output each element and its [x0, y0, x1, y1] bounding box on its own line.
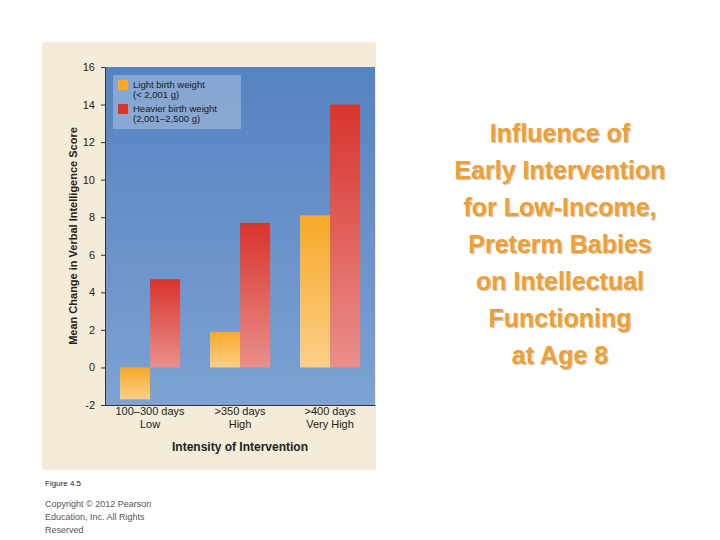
text-line: Copyright © 2012 Pearson	[45, 499, 151, 509]
text-line: Reserved	[45, 525, 84, 535]
tick-mark	[101, 180, 105, 181]
tick-label: -2	[85, 399, 95, 411]
tick: 12	[83, 136, 105, 148]
tick-label: >350 daysHigh	[214, 405, 266, 430]
tick: 4	[89, 286, 105, 298]
tick-label: 4	[89, 286, 95, 298]
text-line: on Intellectual	[476, 267, 644, 295]
tick-label: 10	[83, 174, 95, 186]
text-line: Influence of	[490, 119, 631, 147]
axis-line	[101, 68, 106, 406]
tick-label: 8	[89, 211, 95, 223]
bar	[150, 279, 180, 367]
text-line: (2,001–2,500 g)	[133, 113, 200, 124]
tick: -2	[85, 399, 105, 411]
text-line: Very High	[306, 418, 354, 430]
legend-item: Light birth weight(< 2,001 g)	[118, 79, 205, 100]
legend-swatch	[118, 104, 128, 114]
bar	[120, 367, 150, 399]
tick: 2	[89, 324, 105, 336]
tick: >350 daysHigh	[214, 405, 266, 430]
bar	[330, 105, 360, 368]
tick-label: 0	[89, 361, 95, 373]
text-line: 100–300 days	[115, 405, 185, 417]
text-line: >350 days	[214, 405, 266, 417]
tick-label: >400 daysVery High	[304, 405, 356, 430]
slide: -20246810121416100–300 daysLow>350 daysH…	[0, 0, 720, 540]
text-line: Functioning	[488, 304, 631, 332]
bar	[240, 223, 270, 368]
tick-mark	[101, 292, 105, 293]
tick: 16	[83, 61, 105, 73]
legend-label: Light birth weight(< 2,001 g)	[133, 79, 205, 100]
tick: 100–300 daysLow	[115, 405, 185, 430]
text-line: Preterm Babies	[468, 230, 651, 258]
tick: 14	[83, 99, 105, 111]
tick-label: 14	[83, 99, 95, 111]
bar	[210, 332, 240, 368]
annotation: Figure 4.5	[45, 479, 82, 488]
legend: Light birth weight(< 2,001 g) Heavier bir…	[113, 75, 241, 129]
x-axis-title: Intensity of Intervention	[172, 440, 308, 454]
text-line: Education, Inc. All Rights	[45, 512, 145, 522]
text-line: Low	[140, 418, 160, 430]
tick-label: 6	[89, 249, 95, 261]
tick-mark	[101, 367, 105, 368]
tick-mark	[101, 330, 105, 331]
bar	[300, 215, 330, 367]
tick: 6	[89, 249, 105, 261]
tick-label: 2	[89, 324, 95, 336]
tick: >400 daysVery High	[304, 405, 356, 430]
text-line: at Age 8	[512, 341, 608, 369]
plot-area	[105, 67, 375, 405]
y-axis: -2 0 2 4 6 8 10 12 14 16	[83, 61, 106, 411]
tick-mark	[101, 142, 105, 143]
tick: 10	[83, 174, 105, 186]
text-line: Early Intervention	[454, 156, 665, 184]
text-line: >400 days	[304, 405, 356, 417]
text-line: for Low-Income,	[463, 193, 656, 221]
x-axis: 100–300 daysLow >350 daysHigh >400 daysVer…	[106, 405, 376, 430]
tick-label: 100–300 daysLow	[115, 405, 185, 430]
tick-mark	[101, 217, 105, 218]
tick: 8	[89, 211, 105, 223]
legend-item: Heavier birth weight(2,001–2,500 g)	[118, 103, 217, 124]
tick-mark	[101, 405, 105, 406]
figure-panel	[42, 42, 376, 470]
tick-mark	[101, 255, 105, 256]
legend-swatch	[118, 80, 128, 90]
tick: 0	[89, 361, 105, 373]
text-line: Figure 4.5	[45, 479, 82, 488]
y-axis-title: Mean Change in Verbal Intelligence Score	[67, 127, 79, 345]
legend-label: Heavier birth weight(2,001–2,500 g)	[133, 103, 217, 124]
tick-mark	[101, 105, 105, 106]
title: Influence of Early Intervention for Low-In…	[454, 119, 665, 369]
text-line: (< 2,001 g)	[133, 89, 179, 100]
text-line: High	[229, 418, 252, 430]
annotation: Copyright © 2012 Pearson Education, Inc. …	[45, 499, 151, 535]
tick-label: 12	[83, 136, 95, 148]
tick-mark	[101, 67, 105, 68]
legend-box	[113, 75, 241, 129]
tick-label: 16	[83, 61, 95, 73]
bars	[120, 105, 360, 400]
